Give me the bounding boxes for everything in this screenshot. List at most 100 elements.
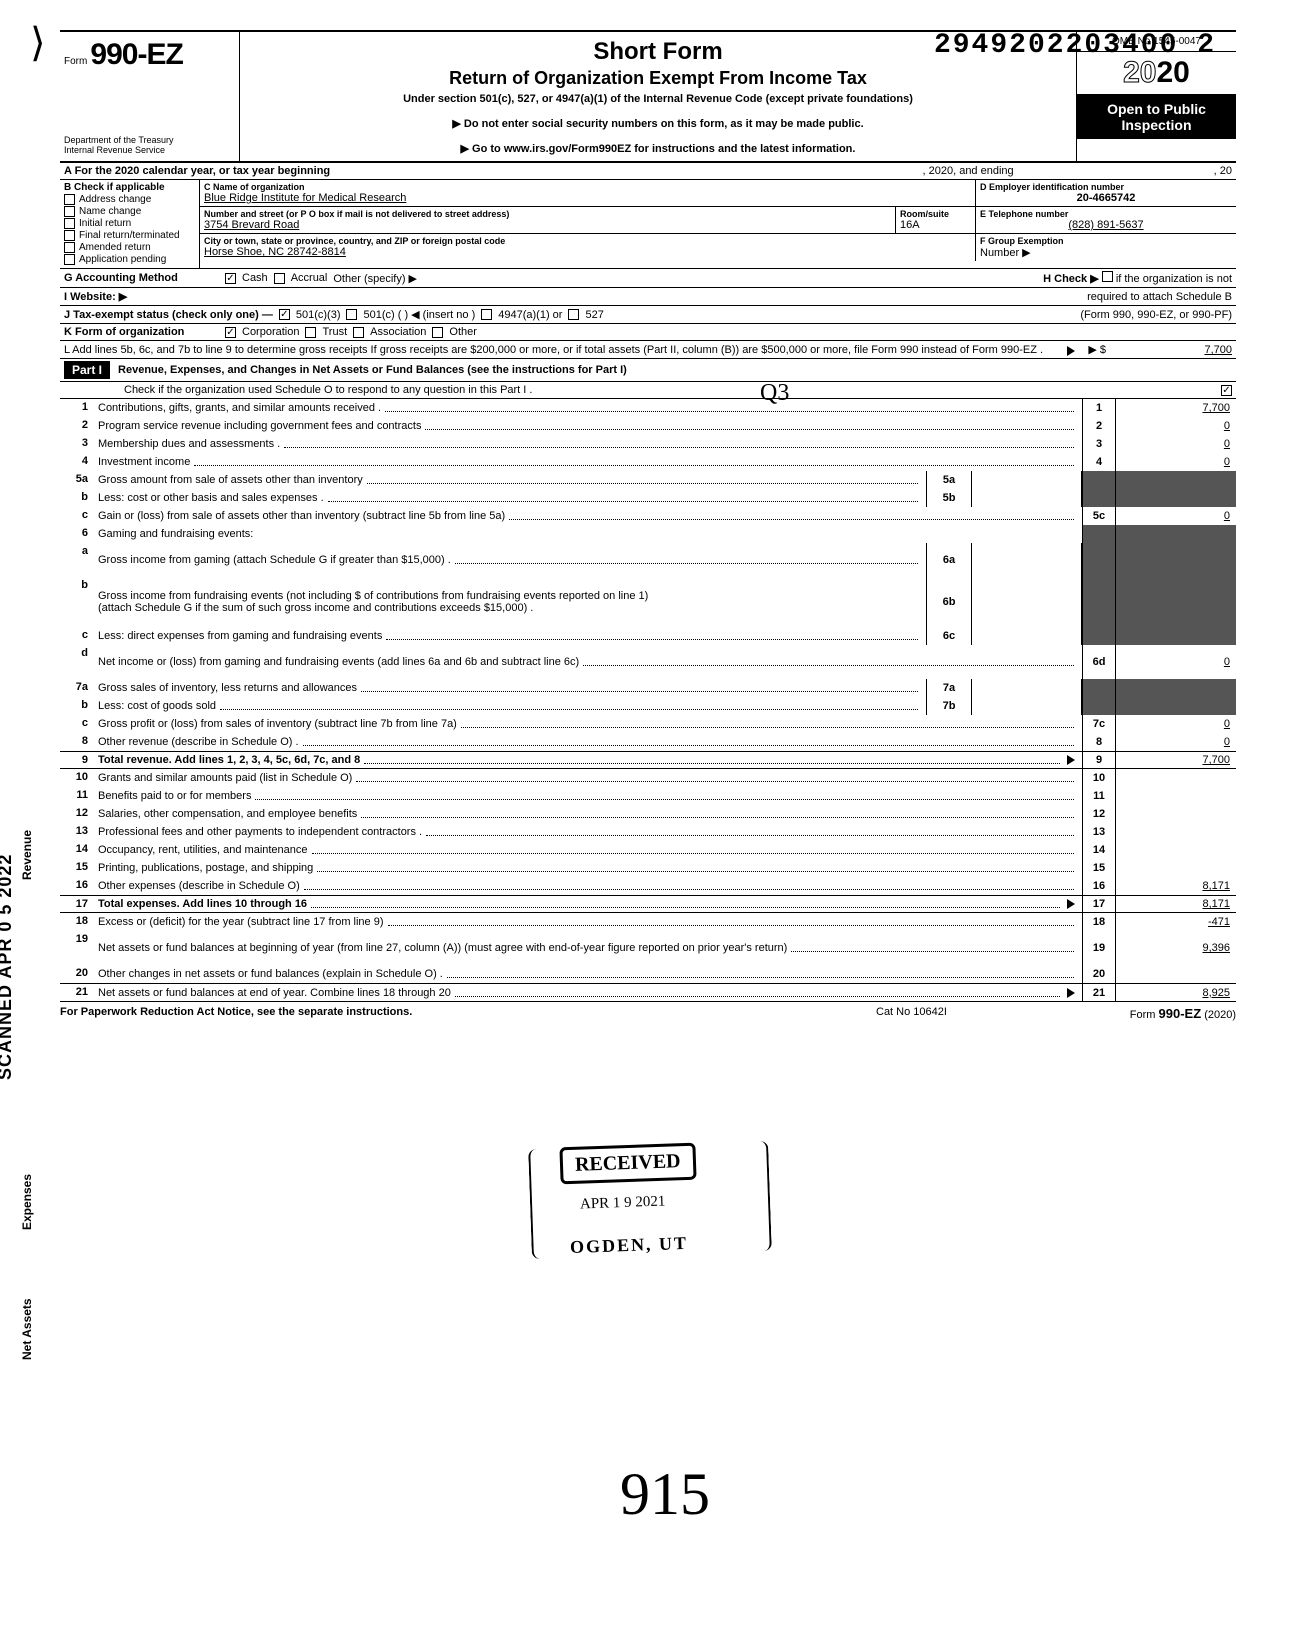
lbl-cash: Cash [242, 272, 268, 284]
ln5a-num: 5a [60, 471, 94, 489]
lbl-form-org: K Form of organization [64, 326, 219, 338]
lbl-accounting-method: G Accounting Method [64, 272, 219, 284]
row-j-tax-exempt: J Tax-exempt status (check only one) — 5… [60, 306, 1236, 324]
chk-4947[interactable] [481, 309, 492, 320]
page-curl-mark: ⟩ [30, 20, 46, 66]
chk-other-org[interactable] [432, 327, 443, 338]
ln3-val: 0 [1116, 435, 1236, 453]
ln19-desc: Net assets or fund balances at beginning… [98, 942, 787, 954]
dept-treasury: Department of the Treasury [64, 135, 235, 145]
ln18-val: -471 [1116, 913, 1236, 931]
page-footer: For Paperwork Reduction Act Notice, see … [60, 1002, 1236, 1021]
chk-cash[interactable] [225, 273, 236, 284]
chk-corporation[interactable] [225, 327, 236, 338]
ln9-desc: Total revenue. Add lines 1, 2, 3, 4, 5c,… [98, 754, 360, 766]
ln19-num: 19 [60, 931, 94, 965]
ln9-num: 9 [60, 752, 94, 768]
ln7b-midval [972, 697, 1082, 715]
lbl-name-change: Name change [79, 206, 141, 217]
ln9-col: 9 [1082, 752, 1116, 768]
ln15-val [1116, 859, 1236, 877]
ln6b-num: b [60, 577, 94, 627]
lbl-association: Association [370, 326, 426, 338]
ln17-val: 8,171 [1116, 896, 1236, 912]
ln21-num: 21 [60, 984, 94, 1001]
ln18-num: 18 [60, 913, 94, 931]
side-label-revenue: Revenue [20, 830, 34, 880]
chk-527[interactable] [568, 309, 579, 320]
ln13-num: 13 [60, 823, 94, 841]
ln7a-num: 7a [60, 679, 94, 697]
ln8-desc: Other revenue (describe in Schedule O) . [98, 736, 299, 748]
row-h-line2: required to attach Schedule B [1087, 291, 1232, 303]
ln15-desc: Printing, publications, postage, and shi… [98, 862, 313, 874]
row-l-gross-receipts: L Add lines 5b, 6c, and 7b to line 9 to … [60, 341, 1236, 359]
ln19-val: 9,396 [1116, 931, 1236, 965]
form-prefix: Form [64, 56, 87, 67]
ln13-col: 13 [1082, 823, 1116, 841]
ln5c-val: 0 [1116, 507, 1236, 525]
val-phone: (828) 891-5637 [980, 219, 1232, 231]
val-address: 3754 Brevard Road [204, 219, 891, 231]
row-g-accounting: G Accounting Method Cash Accrual Other (… [60, 269, 1236, 288]
chk-501c3[interactable] [279, 309, 290, 320]
chk-address-change[interactable] [64, 194, 75, 205]
ln4-num: 4 [60, 453, 94, 471]
ln6a-desc: Gross income from gaming (attach Schedul… [98, 554, 451, 566]
ln21-desc: Net assets or fund balances at end of ye… [98, 987, 451, 999]
footer-right: Form 990-EZ (2020) [1076, 1006, 1236, 1021]
ln9-val: 7,700 [1116, 752, 1236, 768]
ln11-num: 11 [60, 787, 94, 805]
chk-trust[interactable] [305, 327, 316, 338]
arrow-icon [1067, 899, 1075, 909]
chk-amended-return[interactable] [64, 242, 75, 253]
ln17-col: 17 [1082, 896, 1116, 912]
ln6a-mid: 6a [926, 543, 972, 577]
ln12-col: 12 [1082, 805, 1116, 823]
lbl-501c3: 501(c)(3) [296, 309, 341, 321]
ln7c-desc: Gross profit or (loss) from sales of inv… [98, 718, 457, 730]
ln3-col: 3 [1082, 435, 1116, 453]
ln10-col: 10 [1082, 769, 1116, 787]
chk-accrual[interactable] [274, 273, 285, 284]
lbl-room: Room/suite [900, 209, 971, 219]
lbl-501c: 501(c) ( ) ◀ (insert no ) [363, 308, 475, 321]
ln14-num: 14 [60, 841, 94, 859]
ln5a-val-shade [1116, 471, 1236, 489]
row-a-tax-year: A For the 2020 calendar year, or tax yea… [60, 163, 1236, 180]
chk-final-return[interactable] [64, 230, 75, 241]
ln7b-val-shade [1116, 697, 1236, 715]
val-ein: 20-4665742 [980, 192, 1232, 204]
instr-line-1: ▶ Do not enter social security numbers o… [250, 117, 1066, 130]
lbl-corporation: Corporation [242, 326, 299, 338]
financial-grid: 1Contributions, gifts, grants, and simil… [60, 399, 1236, 1002]
ln5b-col-shade [1082, 489, 1116, 507]
ln17-desc: Total expenses. Add lines 10 through 16 [98, 898, 307, 910]
lbl-accrual: Accrual [291, 272, 328, 284]
dept-irs: Internal Revenue Service [64, 145, 235, 155]
row-l-value: 7,700 [1112, 344, 1232, 356]
ln7a-midval [972, 679, 1082, 697]
form-name: 990-EZ [90, 38, 182, 71]
lbl-other-method: Other (specify) ▶ [333, 272, 417, 285]
ln6d-col: 6d [1082, 645, 1116, 679]
chk-association[interactable] [353, 327, 364, 338]
ln3-desc: Membership dues and assessments . [98, 438, 280, 450]
lbl-website: I Website: ▶ [64, 290, 219, 303]
ln16-desc: Other expenses (describe in Schedule O) [98, 880, 300, 892]
lbl-527: 527 [585, 309, 603, 321]
lbl-amended-return: Amended return [79, 242, 151, 253]
chk-initial-return[interactable] [64, 218, 75, 229]
chk-501c[interactable] [346, 309, 357, 320]
val-room: 16A [900, 219, 971, 231]
chk-schedule-o[interactable] [1221, 385, 1232, 396]
chk-application-pending[interactable] [64, 254, 75, 265]
ln2-num: 2 [60, 417, 94, 435]
scanned-stamp: SCANNED APR 0 5 2022 [0, 854, 16, 1080]
chk-schedule-b[interactable] [1102, 271, 1113, 282]
ln7c-col: 7c [1082, 715, 1116, 733]
ln14-col: 14 [1082, 841, 1116, 859]
row-a-right: , 20 [1214, 165, 1232, 177]
chk-name-change[interactable] [64, 206, 75, 217]
ln6c-val-shade [1116, 627, 1236, 645]
